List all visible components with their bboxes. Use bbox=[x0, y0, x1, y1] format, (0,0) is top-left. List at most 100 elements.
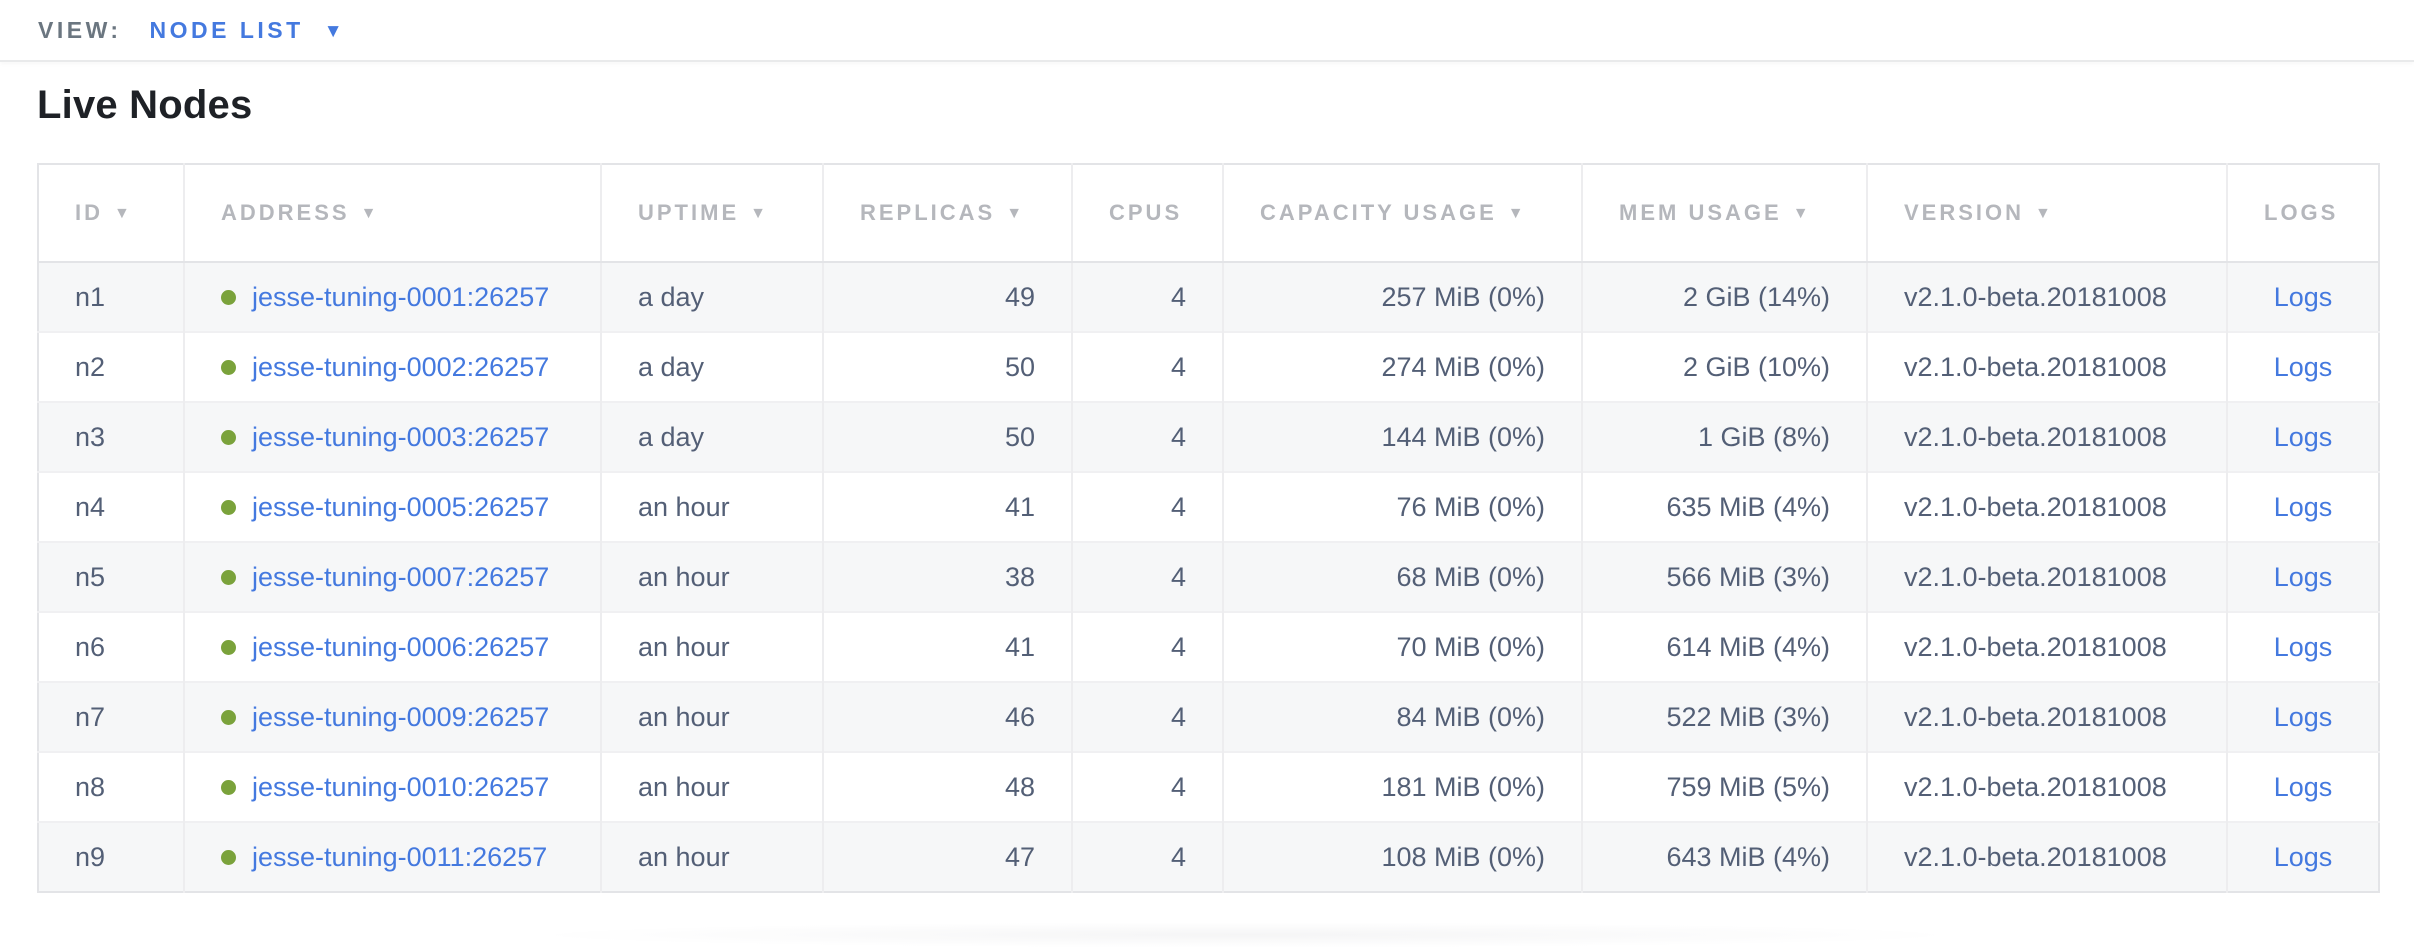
sort-desc-icon: ▼ bbox=[1507, 205, 1527, 222]
cell-cpus: 4 bbox=[1072, 681, 1224, 752]
cell-replicas: 38 bbox=[823, 541, 1073, 612]
col-header-label: CPUs bbox=[1109, 200, 1183, 225]
logs-link[interactable]: Logs bbox=[2273, 281, 2333, 312]
cell-mem-usage: 759 MiB (5%) bbox=[1582, 751, 1868, 822]
view-dropdown[interactable]: Node list ▼ bbox=[150, 17, 343, 44]
sort-desc-icon: ▼ bbox=[1792, 205, 1812, 222]
logs-link[interactable]: Logs bbox=[2273, 491, 2333, 522]
col-header-address[interactable]: Address ▼ bbox=[184, 164, 602, 263]
cell-cpus: 4 bbox=[1072, 401, 1224, 472]
cell-replicas: 47 bbox=[823, 821, 1073, 892]
cell-node-id: n8 bbox=[38, 751, 185, 822]
table-row: n5 jesse-tuning-0007:26257 an hour 38 4 … bbox=[38, 541, 2379, 612]
cell-node-id: n6 bbox=[38, 611, 185, 682]
col-header-label: Replicas bbox=[860, 200, 996, 225]
cell-capacity-usage: 257 MiB (0%) bbox=[1223, 262, 1583, 332]
cell-version: v2.1.0-beta.20181008 bbox=[1867, 262, 2228, 332]
cell-replicas: 50 bbox=[823, 331, 1073, 402]
live-status-icon bbox=[221, 359, 236, 375]
live-status-icon bbox=[221, 499, 236, 515]
col-header-label: Version bbox=[1904, 200, 2025, 225]
col-header-replicas[interactable]: Replicas ▼ bbox=[823, 164, 1073, 263]
cell-capacity-usage: 76 MiB (0%) bbox=[1223, 471, 1583, 542]
cell-version: v2.1.0-beta.20181008 bbox=[1867, 401, 2228, 472]
col-header-label: Capacity Usage bbox=[1260, 200, 1497, 225]
cell-capacity-usage: 274 MiB (0%) bbox=[1223, 331, 1583, 402]
cell-replicas: 41 bbox=[823, 471, 1073, 542]
cell-mem-usage: 2 GiB (14%) bbox=[1582, 262, 1868, 332]
table-row: n8 jesse-tuning-0010:26257 an hour 48 4 … bbox=[38, 751, 2379, 822]
col-header-uptime[interactable]: Uptime ▼ bbox=[601, 164, 824, 263]
node-address-link[interactable]: jesse-tuning-0001:26257 bbox=[252, 281, 550, 312]
logs-link[interactable]: Logs bbox=[2273, 561, 2333, 592]
table-row: n2 jesse-tuning-0002:26257 a day 50 4 27… bbox=[38, 331, 2379, 402]
live-nodes-page: Live Nodes ID ▼ Address ▼ Uptime ▼ Replicas… bbox=[0, 62, 2414, 893]
cell-replicas: 49 bbox=[823, 262, 1073, 332]
cell-logs: Logs bbox=[2227, 821, 2379, 892]
node-address-link[interactable]: jesse-tuning-0006:26257 bbox=[252, 631, 550, 662]
node-address-link[interactable]: jesse-tuning-0003:26257 bbox=[252, 421, 550, 452]
cell-version: v2.1.0-beta.20181008 bbox=[1867, 821, 2228, 892]
cell-address: jesse-tuning-0003:26257 bbox=[184, 401, 602, 472]
logs-link[interactable]: Logs bbox=[2273, 421, 2333, 452]
col-header-mem-usage[interactable]: Mem Usage ▼ bbox=[1582, 164, 1868, 263]
cell-uptime: a day bbox=[601, 331, 824, 402]
cell-logs: Logs bbox=[2227, 401, 2379, 472]
logs-link[interactable]: Logs bbox=[2273, 701, 2333, 732]
cell-version: v2.1.0-beta.20181008 bbox=[1867, 541, 2228, 612]
cell-address: jesse-tuning-0001:26257 bbox=[184, 262, 602, 332]
table-row: n4 jesse-tuning-0005:26257 an hour 41 4 … bbox=[38, 471, 2379, 542]
node-address-link[interactable]: jesse-tuning-0002:26257 bbox=[252, 351, 550, 382]
cell-uptime: an hour bbox=[601, 611, 824, 682]
cell-uptime: a day bbox=[601, 401, 824, 472]
col-header-label: Address bbox=[221, 200, 350, 225]
cell-version: v2.1.0-beta.20181008 bbox=[1867, 751, 2228, 822]
live-nodes-table: ID ▼ Address ▼ Uptime ▼ Replicas ▼ CPUs Capa… bbox=[37, 163, 2380, 893]
col-header-version[interactable]: Version ▼ bbox=[1867, 164, 2228, 263]
cell-version: v2.1.0-beta.20181008 bbox=[1867, 611, 2228, 682]
cell-node-id: n5 bbox=[38, 541, 185, 612]
cell-cpus: 4 bbox=[1072, 611, 1224, 682]
logs-link[interactable]: Logs bbox=[2273, 631, 2333, 662]
logs-link[interactable]: Logs bbox=[2273, 841, 2333, 872]
cell-uptime: an hour bbox=[601, 471, 824, 542]
sort-desc-icon: ▼ bbox=[750, 205, 769, 222]
node-address-link[interactable]: jesse-tuning-0010:26257 bbox=[252, 771, 550, 802]
col-header-capacity-usage[interactable]: Capacity Usage ▼ bbox=[1223, 164, 1583, 263]
cell-mem-usage: 566 MiB (3%) bbox=[1582, 541, 1868, 612]
node-address-link[interactable]: jesse-tuning-0007:26257 bbox=[252, 561, 550, 592]
col-header-id[interactable]: ID ▼ bbox=[38, 164, 185, 263]
cell-replicas: 50 bbox=[823, 401, 1073, 472]
cell-version: v2.1.0-beta.20181008 bbox=[1867, 331, 2228, 402]
cell-address: jesse-tuning-0010:26257 bbox=[184, 751, 602, 822]
col-header-label: Logs bbox=[2264, 200, 2339, 225]
view-dropdown-value: Node list bbox=[149, 16, 304, 43]
col-header-label: Uptime bbox=[638, 200, 740, 225]
node-address-link[interactable]: jesse-tuning-0005:26257 bbox=[252, 491, 550, 522]
cell-mem-usage: 1 GiB (8%) bbox=[1582, 401, 1868, 472]
cell-replicas: 46 bbox=[823, 681, 1073, 752]
logs-link[interactable]: Logs bbox=[2273, 771, 2333, 802]
col-header-cpus: CPUs bbox=[1072, 164, 1224, 263]
cell-mem-usage: 635 MiB (4%) bbox=[1582, 471, 1868, 542]
cell-node-id: n7 bbox=[38, 681, 185, 752]
cell-mem-usage: 522 MiB (3%) bbox=[1582, 681, 1868, 752]
cell-uptime: an hour bbox=[601, 751, 824, 822]
node-address-link[interactable]: jesse-tuning-0009:26257 bbox=[252, 701, 550, 732]
col-header-label: Mem Usage bbox=[1619, 200, 1782, 225]
cell-mem-usage: 643 MiB (4%) bbox=[1582, 821, 1868, 892]
view-toolbar: View: Node list ▼ bbox=[0, 0, 2414, 62]
cell-cpus: 4 bbox=[1072, 331, 1224, 402]
page-title: Live Nodes bbox=[37, 83, 253, 127]
logs-link[interactable]: Logs bbox=[2273, 351, 2333, 382]
node-address-link[interactable]: jesse-tuning-0011:26257 bbox=[252, 841, 548, 872]
cell-address: jesse-tuning-0002:26257 bbox=[184, 331, 602, 402]
sort-desc-icon: ▼ bbox=[114, 205, 133, 222]
cell-node-id: n1 bbox=[38, 262, 185, 332]
sort-desc-icon: ▼ bbox=[1006, 205, 1026, 222]
cell-logs: Logs bbox=[2227, 331, 2379, 402]
cell-logs: Logs bbox=[2227, 471, 2379, 542]
live-status-icon bbox=[221, 779, 236, 795]
cell-address: jesse-tuning-0011:26257 bbox=[184, 821, 602, 892]
table-row: n3 jesse-tuning-0003:26257 a day 50 4 14… bbox=[38, 401, 2379, 472]
